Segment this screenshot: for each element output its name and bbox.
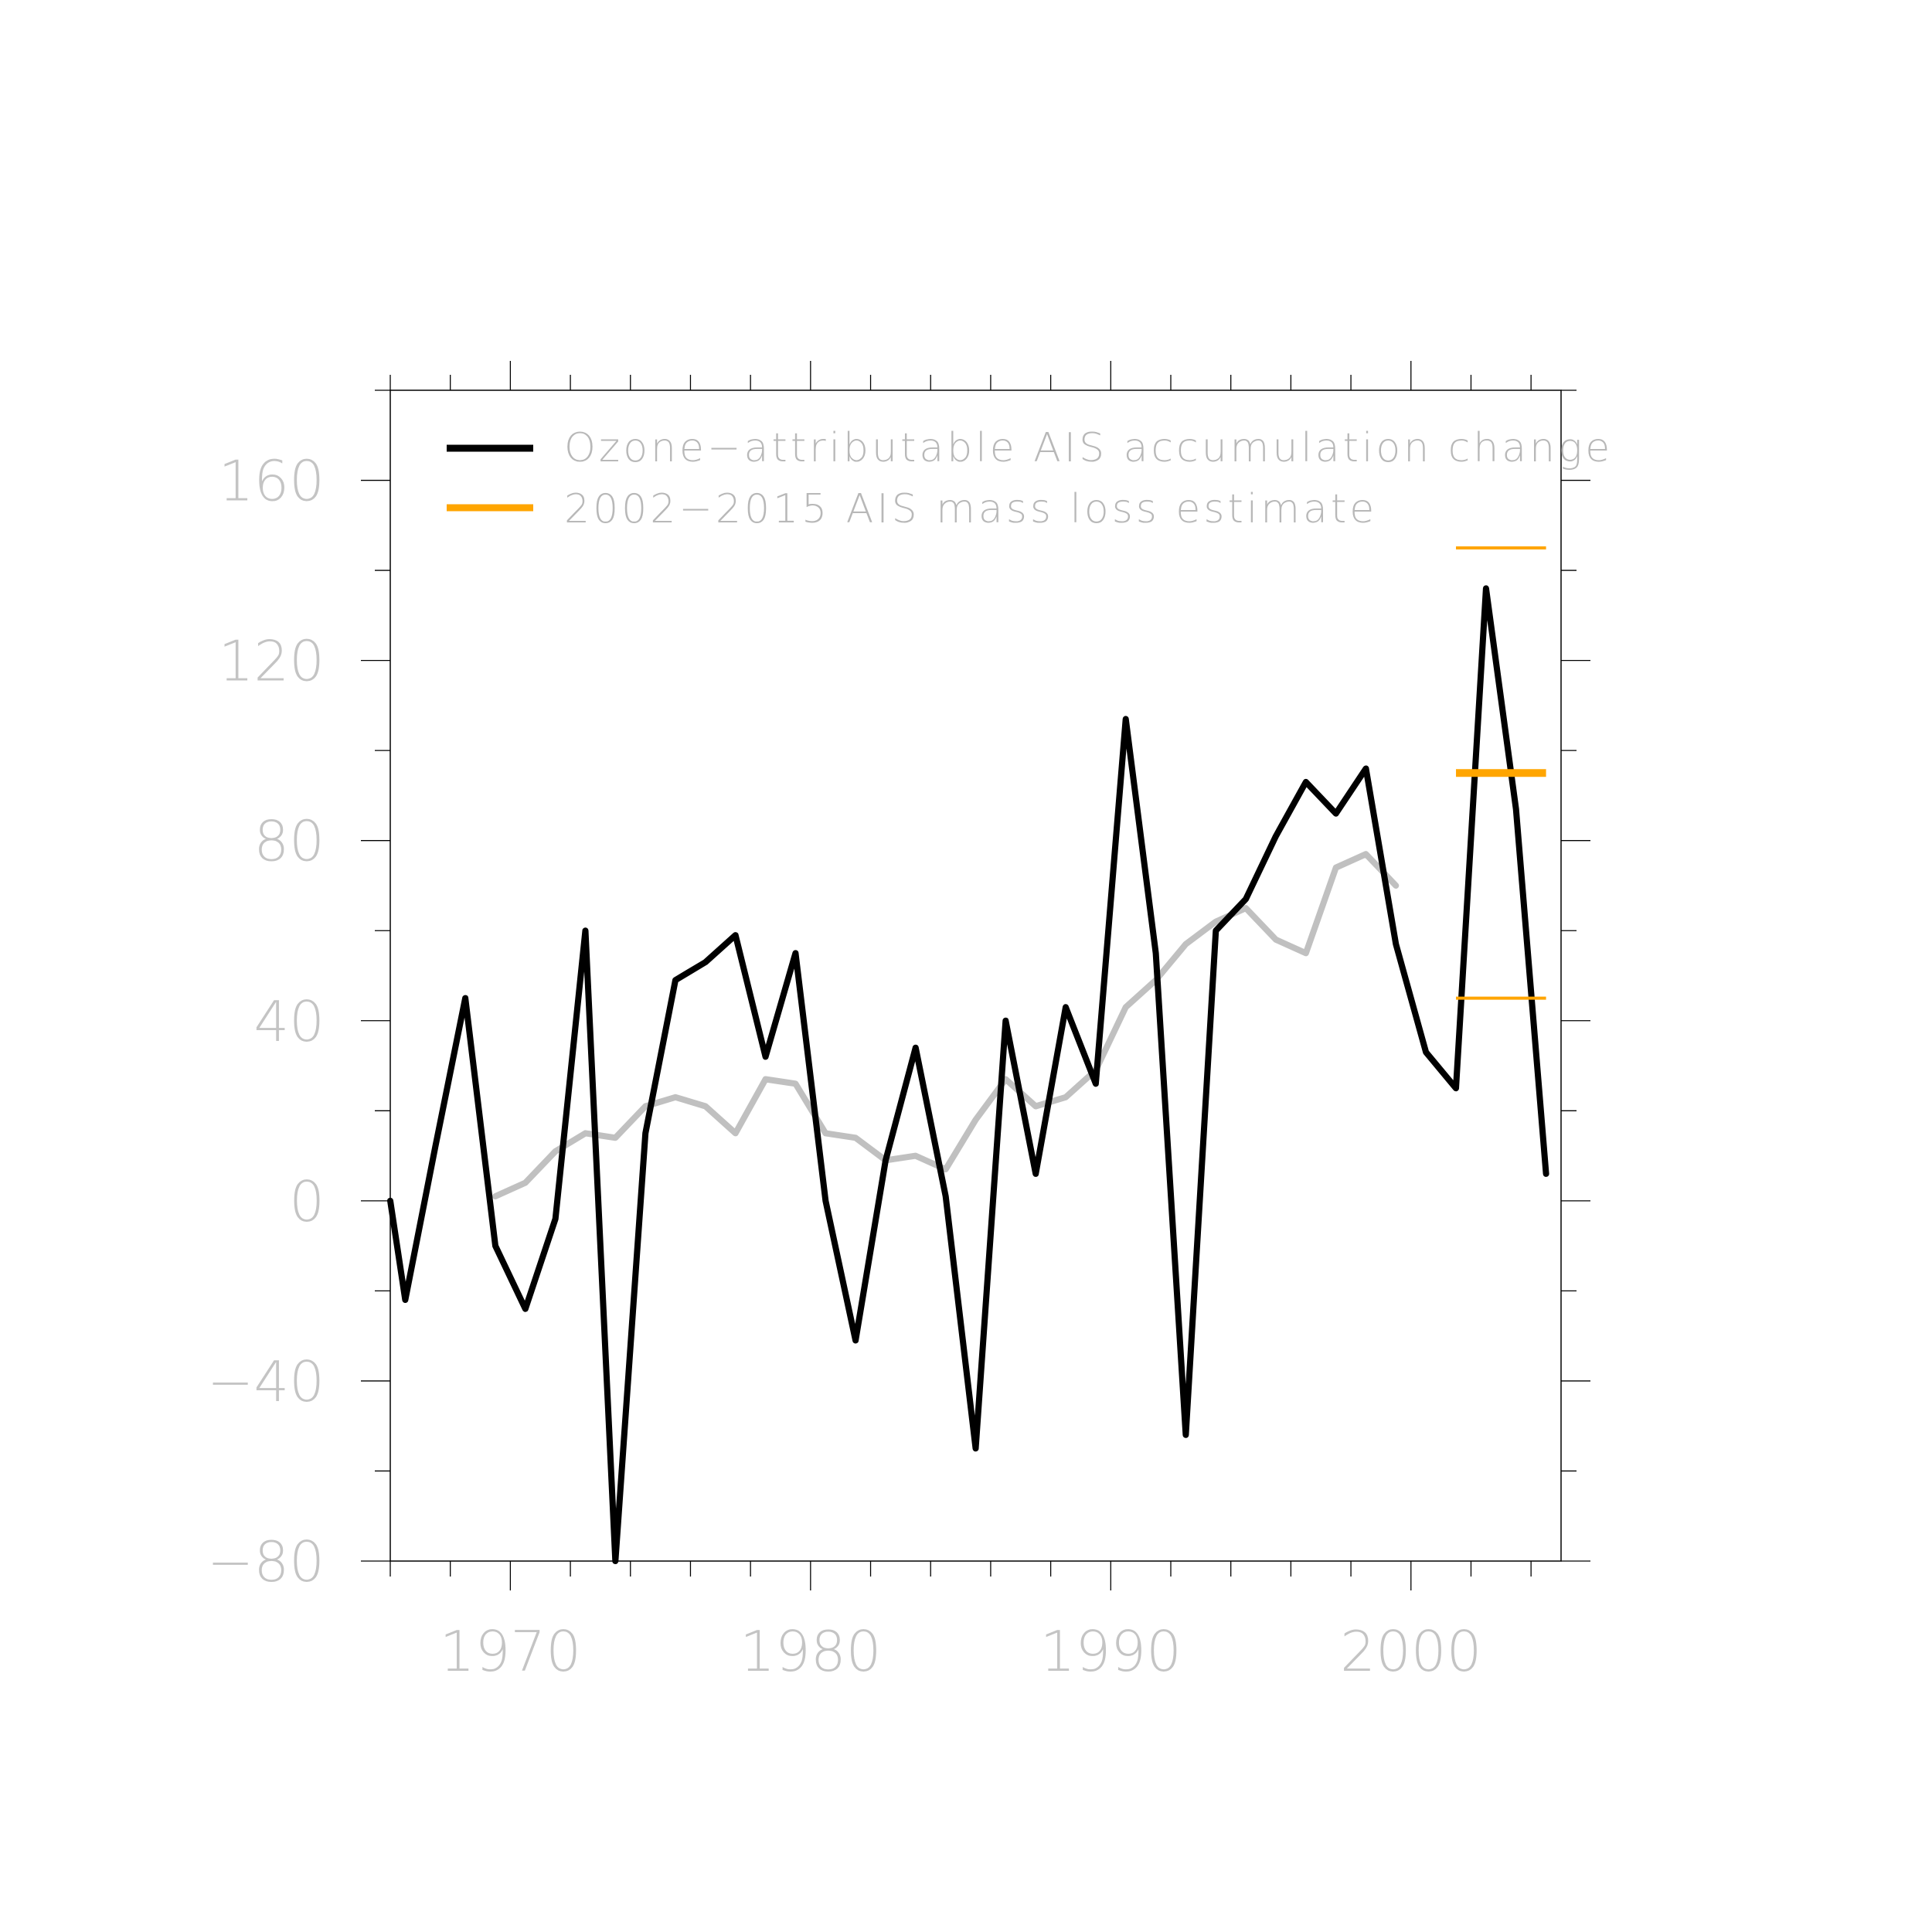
axis-tick-labels: 1970 1980 1990 2000 −80 −40 0 40 80 120 160: [207, 449, 1481, 1684]
series-line-ozone: [387, 585, 1549, 1564]
x-tick-label-1990: 1990: [1040, 1619, 1182, 1684]
y-tick-label-120: 120: [219, 629, 325, 694]
plot-frame: [389, 389, 1562, 1562]
y-tick-label--80: −80: [207, 1529, 325, 1594]
legend-label-ozone: Ozone−attributable AIS accumulation chan…: [564, 425, 1613, 471]
x-tick-label-2000: 2000: [1340, 1619, 1481, 1684]
y-tick-label-80: 80: [253, 809, 325, 874]
x-tick-label-1980: 1980: [740, 1619, 881, 1684]
y-tick-label-0: 0: [289, 1169, 325, 1234]
series-layer: [387, 546, 1549, 1564]
y-tick-label--40: −40: [207, 1349, 325, 1414]
axis-ticks: [361, 361, 1590, 1590]
legend: Ozone−attributable AIS accumulation chan…: [447, 425, 1613, 532]
x-tick-label-1970: 1970: [440, 1619, 581, 1684]
y-tick-label-40: 40: [253, 989, 325, 1054]
y-tick-label-160: 160: [219, 449, 325, 514]
series-line-smoothed: [492, 851, 1400, 1199]
legend-label-mass-loss: 2002−2015 AIS mass loss estimate: [564, 486, 1377, 532]
